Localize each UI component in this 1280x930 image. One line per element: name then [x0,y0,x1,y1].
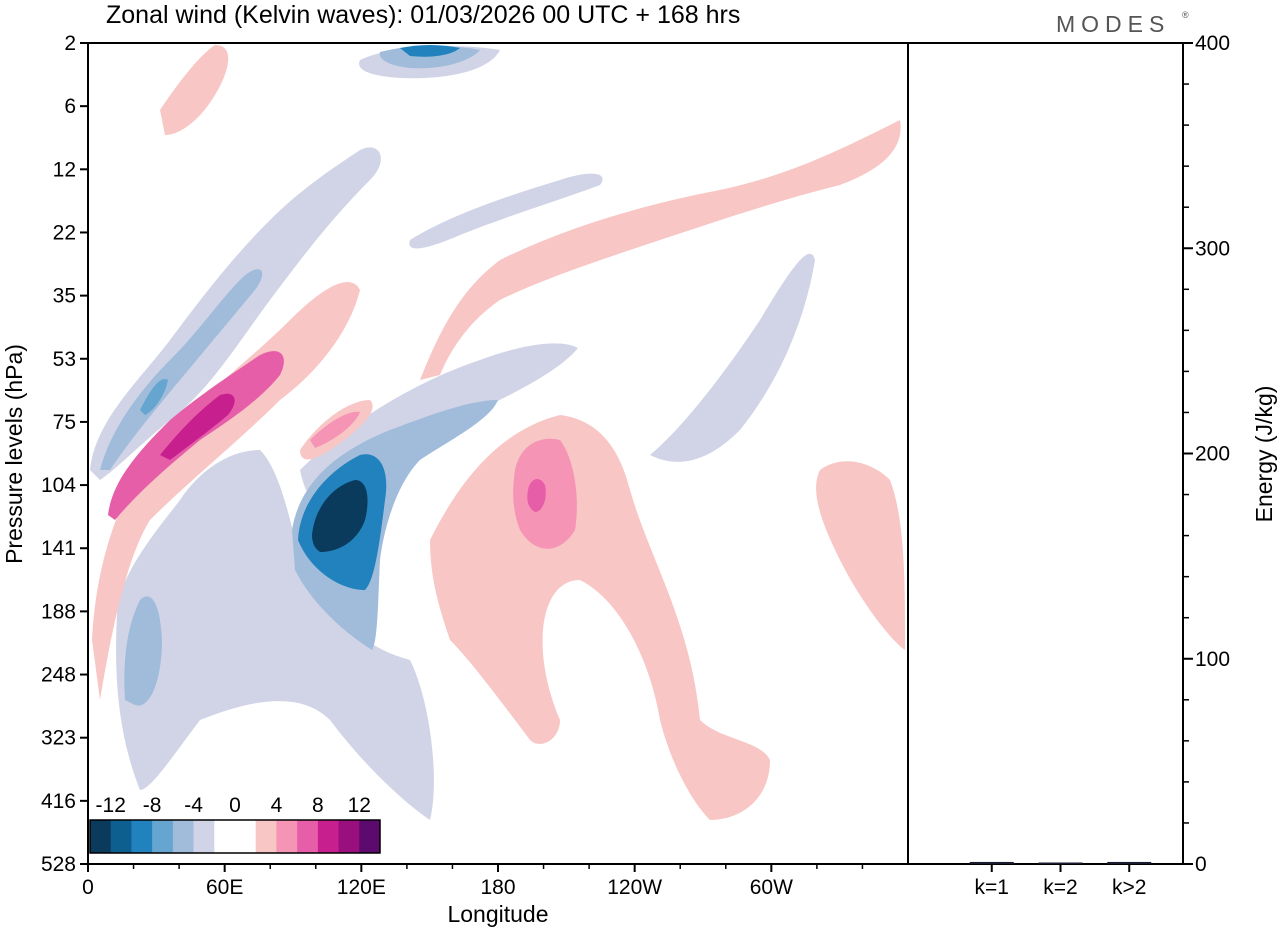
pressure-tick-label: 323 [41,727,76,750]
energy-tick-label: 0 [1195,853,1207,876]
colorbar-swatch [338,820,360,853]
colorbar-swatch [172,820,195,853]
longitude-tick-label: 0 [82,876,94,899]
pressure-tick-label: 75 [53,411,76,434]
longitude-axis: 0 60E 120E 180 120W 60W [82,864,864,899]
colorbar-label-pos8: 8 [312,794,324,817]
colorbar-swatch [214,820,236,853]
pressure-tick-label: 141 [41,537,76,560]
pressure-tick-label: 104 [41,474,76,497]
pressure-tick-label: 53 [53,348,76,371]
colorbar-label-neg12: -12 [96,794,126,817]
neg-region-medium-core [292,400,498,650]
modes-logo: MODES ® [1056,10,1189,37]
energy-tick-label: 200 [1195,443,1230,466]
colorbar-swatch [193,820,215,853]
chart-title: Zonal wind (Kelvin waves): 01/03/2026 00… [106,1,740,29]
neg-region-light-mid [409,173,603,249]
pressure-axis: 2 6 12 22 35 53 75 104 141 188 248 323 4… [41,32,88,876]
pressure-tick-label: 35 [53,285,76,308]
neg-region-medium-upper [100,269,263,470]
energy-bar [1107,861,1152,864]
energy-bar [969,861,1014,864]
longitude-tick-label: 60W [750,876,793,899]
colorbar-swatch [90,820,112,853]
pressure-tick-label: 416 [41,790,76,813]
x-axis-label: Longitude [447,901,548,927]
pos-region-light-top [160,45,229,135]
colorbar-swatch [235,820,257,853]
energy-tick-label: 300 [1195,237,1230,260]
pos-region-light-upper [420,120,901,380]
brand-mark: ® [1182,10,1189,20]
contour-plot [87,42,909,865]
pos-region-pacific-strong [527,478,546,512]
longitude-tick-label: 120W [607,876,662,899]
energy-tick-label: 100 [1195,648,1230,671]
pos-region-light-main [92,281,360,700]
pressure-tick-label: 6 [64,95,76,118]
colorbar-frame [89,819,381,854]
neg-region-darkest-core [312,480,368,552]
colorbar-label-zero: 0 [229,794,241,817]
pos-region-small-pink [310,411,360,448]
colorbar-swatch [276,820,298,853]
pressure-tick-label: 2 [64,32,76,55]
colorbar-swatch [152,820,174,853]
neg-region-light-lower [116,450,434,820]
energy-bar [1038,862,1083,864]
colorbar-label-pos12: 12 [348,794,371,817]
colorbar-swatch [317,820,340,853]
longitude-tick-label: 120E [337,876,386,899]
neg-region-medium-lower [124,596,162,706]
colorbar-label-pos4: 4 [271,794,283,817]
neg-region-strong-top [400,45,460,57]
pressure-tick-label: 12 [53,158,76,181]
pos-region-strong-main [160,393,235,460]
colorbar-swatch [297,820,319,853]
colorbar-label-neg4: -4 [184,794,203,817]
energy-category-label: k=2 [1043,876,1077,899]
pressure-tick-label: 248 [41,664,76,687]
colorbar-swatch [110,820,132,853]
pressure-tick-label: 22 [53,221,76,244]
colorbar-swatch [255,820,277,853]
longitude-tick-label: 60E [206,876,243,899]
colorbar-labels: -12 -8 -4 0 4 8 12 [96,794,371,817]
colorbar-swatch [359,820,381,853]
brand-text: MODES [1056,11,1170,37]
energy-tick-label: 400 [1195,32,1230,55]
pos-region-light-pacific [430,415,770,820]
pressure-tick-label: 528 [41,853,76,876]
neg-region-strong-upper [140,379,168,415]
contour-fills [90,45,905,820]
energy-bars [969,861,1152,872]
longitude-tick-label: 180 [480,876,515,899]
pressure-tick-label: 188 [41,600,76,623]
y-axis-label: Pressure levels (hPa) [1,344,27,564]
energy-axis-label: Energy (J/kg) [1251,386,1277,523]
energy-category-label: k=1 [975,876,1009,899]
energy-frame [907,42,1184,865]
neg-region-light-east [650,253,815,462]
colorbar-swatch [131,820,153,853]
energy-category-label: k>2 [1112,876,1146,899]
pos-region-light-east [816,461,905,650]
energy-axis: 0 100 200 300 400 [1183,32,1230,876]
energy-categories: k=1 k=2 k>2 [975,876,1147,899]
colorbar-label-neg8: -8 [143,794,162,817]
energy-panel: 0 100 200 300 400 k=1 k=2 k>2 Energy (J/… [907,32,1277,899]
colorbar [89,819,381,854]
